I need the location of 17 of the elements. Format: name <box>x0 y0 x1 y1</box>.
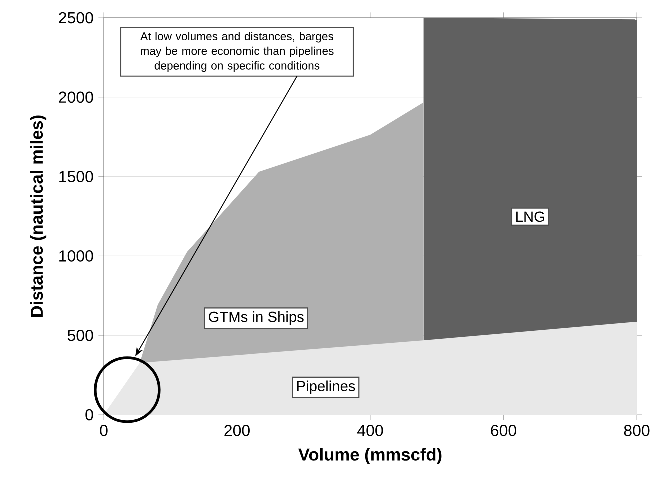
y-tick-label: 500 <box>68 330 94 342</box>
series-label: GTMs in Ships <box>208 312 304 326</box>
y-axis-title: Distance (nautical miles) <box>30 116 47 317</box>
y-tick-label: 2500 <box>59 12 94 24</box>
annotation: At low volumes and distances, barges may be more economic than pipelines depending on specific conditions <box>140 32 334 72</box>
y-tick-label: 1500 <box>60 171 94 182</box>
series-label: LNG <box>516 212 544 222</box>
y-tick-label: 1000 <box>60 250 94 262</box>
x-tick-label: 0 <box>100 425 108 436</box>
y-tick-label: 2000 <box>59 92 94 104</box>
series-label: Pipelines <box>297 380 356 394</box>
x-tick-label: 400 <box>358 425 384 436</box>
x-axis-title: Volume (mmscfd) <box>298 448 442 464</box>
x-tick-label: 200 <box>224 425 250 436</box>
x-tick-label: 600 <box>491 425 516 436</box>
x-tick-label: 800 <box>624 425 650 436</box>
y-tick-label: 0 <box>86 409 94 421</box>
